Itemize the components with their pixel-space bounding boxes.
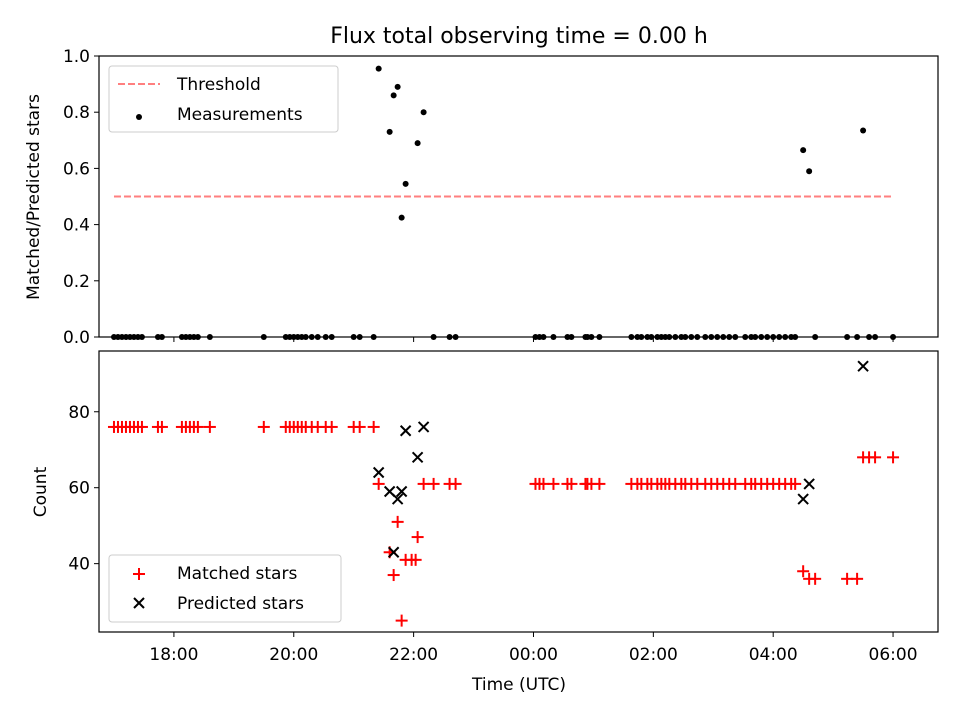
matched-star-point	[353, 420, 366, 433]
matched-star-point	[565, 477, 578, 490]
matched-star-point	[325, 420, 338, 433]
count-legend: Matched stars Predicted stars	[108, 554, 342, 623]
matched-star-point	[155, 420, 168, 433]
legend-predicted-swatch	[133, 597, 145, 609]
count-x-tick-label: 20:00	[269, 645, 318, 665]
legend-measurements-swatch	[136, 114, 142, 120]
count-x-ticks: 18:00 20:00 22:00 00:00 02:00 04:00 06:00	[149, 632, 918, 665]
count-x-tick-label: 06:00	[869, 645, 918, 665]
count-y-tick-label: 60	[68, 479, 90, 499]
measurement-point	[375, 65, 382, 72]
ratio-legend-box	[108, 65, 339, 133]
measurement-point	[394, 83, 401, 90]
predicted-star-point	[372, 466, 385, 479]
matched-star-point	[593, 477, 606, 490]
ratio-panel: 0.0 0.2 0.4 0.6 0.8 1.0 Matched/Predicted sta…	[24, 47, 939, 348]
measurement-point	[398, 214, 405, 221]
ratio-y-axis-label: Matched/Predicted stars	[24, 94, 44, 300]
matched-star-point	[887, 451, 900, 464]
count-y-tick-label: 80	[68, 403, 90, 423]
count-legend-box	[108, 554, 342, 623]
matched-star-point	[411, 531, 424, 544]
ratio-y-tick-label: 1.0	[63, 47, 90, 67]
matched-star-point	[869, 451, 882, 464]
matched-star-point	[372, 477, 385, 490]
predicted-star-point	[391, 493, 404, 505]
ratio-legend: Threshold Measurements	[108, 65, 339, 133]
matched-star-point	[367, 420, 380, 433]
count-y-axis-label: Count	[31, 466, 51, 517]
predicted-star-point	[387, 546, 400, 558]
predicted-star-point	[803, 478, 815, 490]
matched-star-point	[851, 572, 864, 585]
count-x-tick-label: 02:00	[629, 645, 678, 665]
predicted-star-point	[797, 493, 809, 505]
measurement-point	[806, 168, 813, 175]
matched-star-point	[203, 420, 216, 433]
matched-star-point	[809, 572, 822, 585]
matched-star-point	[409, 553, 422, 566]
legend-predicted-label: Predicted stars	[177, 594, 304, 614]
measurement-point	[414, 140, 421, 147]
matched-star-point	[789, 477, 802, 490]
ratio-y-tick-label: 0.4	[63, 216, 90, 236]
measurement-point	[402, 180, 409, 187]
x-axis-label: Time (UTC)	[471, 675, 566, 695]
figure-title: Flux total observing time = 0.00 h	[330, 24, 708, 49]
predicted-star-point	[399, 425, 412, 437]
count-y-tick-label: 40	[68, 555, 90, 575]
ratio-y-tick-label: 0.0	[63, 328, 90, 348]
count-x-tick-label: 04:00	[749, 645, 798, 665]
legend-measurements-label: Measurements	[177, 105, 303, 125]
matched-star-point	[547, 477, 560, 490]
matched-star-point	[427, 477, 440, 490]
legend-matched-swatch	[133, 568, 145, 580]
legend-matched-label: Matched stars	[177, 564, 297, 584]
measurement-point	[860, 127, 867, 134]
predicted-star-point	[857, 360, 869, 372]
matched-star-point	[135, 420, 148, 433]
matched-star-points	[107, 420, 900, 627]
matched-star-point	[257, 420, 270, 433]
ratio-axes-frame	[98, 55, 939, 338]
count-panel: 40 60 80 18:00 20:00 22:00 00:00 02:00 04:00 06:…	[31, 350, 939, 695]
measurement-point	[390, 92, 397, 99]
ratio-y-ticks: 0.0 0.2 0.4 0.6 0.8 1.0	[63, 47, 99, 348]
count-x-tick-label: 18:00	[149, 645, 198, 665]
legend-threshold-label: Threshold	[176, 75, 261, 95]
count-axes-frame	[98, 350, 939, 633]
measurement-point	[386, 128, 393, 135]
predicted-star-point	[395, 485, 408, 498]
predicted-star-point	[411, 451, 424, 464]
matched-star-point	[395, 614, 408, 627]
count-x-tick-label: 00:00	[509, 645, 558, 665]
predicted-star-point	[417, 421, 430, 433]
ratio-y-tick-label: 0.6	[63, 159, 90, 179]
matched-star-point	[391, 515, 404, 528]
matched-star-point	[387, 569, 400, 582]
count-y-ticks: 40 60 80	[68, 403, 99, 575]
predicted-star-points	[372, 360, 869, 558]
matched-star-point	[449, 477, 462, 490]
measurement-point	[800, 147, 807, 154]
measurement-point	[420, 109, 427, 116]
ratio-y-tick-label: 0.2	[63, 272, 90, 292]
matched-star-point	[797, 565, 810, 578]
matched-star-point	[191, 420, 204, 433]
count-x-tick-label: 22:00	[389, 645, 438, 665]
ratio-y-tick-label: 0.8	[63, 103, 90, 123]
